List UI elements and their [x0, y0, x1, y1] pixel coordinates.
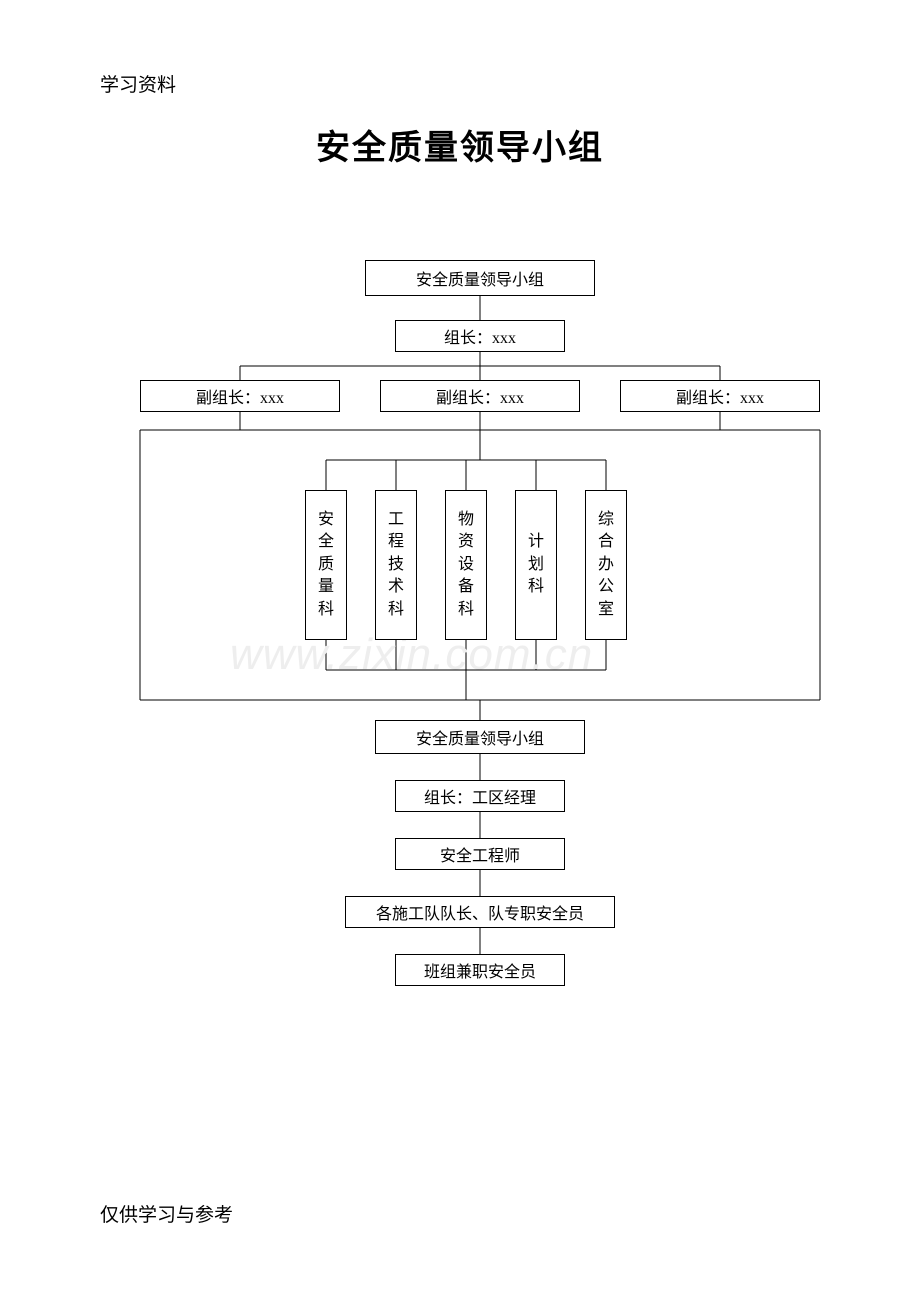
node-dept5: 综合办公室: [585, 490, 627, 640]
node-team_leads: 各施工队队长、队专职安全员: [345, 896, 615, 928]
node-dept4: 计划科: [515, 490, 557, 640]
node-dept2: 工程技术科: [375, 490, 417, 640]
page-header: 学习资料: [100, 70, 176, 97]
page-title: 安全质量领导小组: [0, 120, 920, 169]
node-part_time: 班组兼职安全员: [395, 954, 565, 986]
node-vice1: 副组长：xxx: [140, 380, 340, 412]
node-vice2: 副组长：xxx: [380, 380, 580, 412]
node-vice3: 副组长：xxx: [620, 380, 820, 412]
node-dept3: 物资设备科: [445, 490, 487, 640]
org-chart: www.zixin.com.cn 安全质量领导小组组长：xxx副组长：xxx副组…: [0, 260, 920, 1040]
node-sub_group: 安全质量领导小组: [375, 720, 585, 754]
node-engineer: 安全工程师: [395, 838, 565, 870]
node-sub_leader: 组长：工区经理: [395, 780, 565, 812]
node-dept1: 安全质量科: [305, 490, 347, 640]
node-leader: 组长：xxx: [395, 320, 565, 352]
node-top_group: 安全质量领导小组: [365, 260, 595, 296]
page-footer: 仅供学习与参考: [100, 1200, 233, 1227]
